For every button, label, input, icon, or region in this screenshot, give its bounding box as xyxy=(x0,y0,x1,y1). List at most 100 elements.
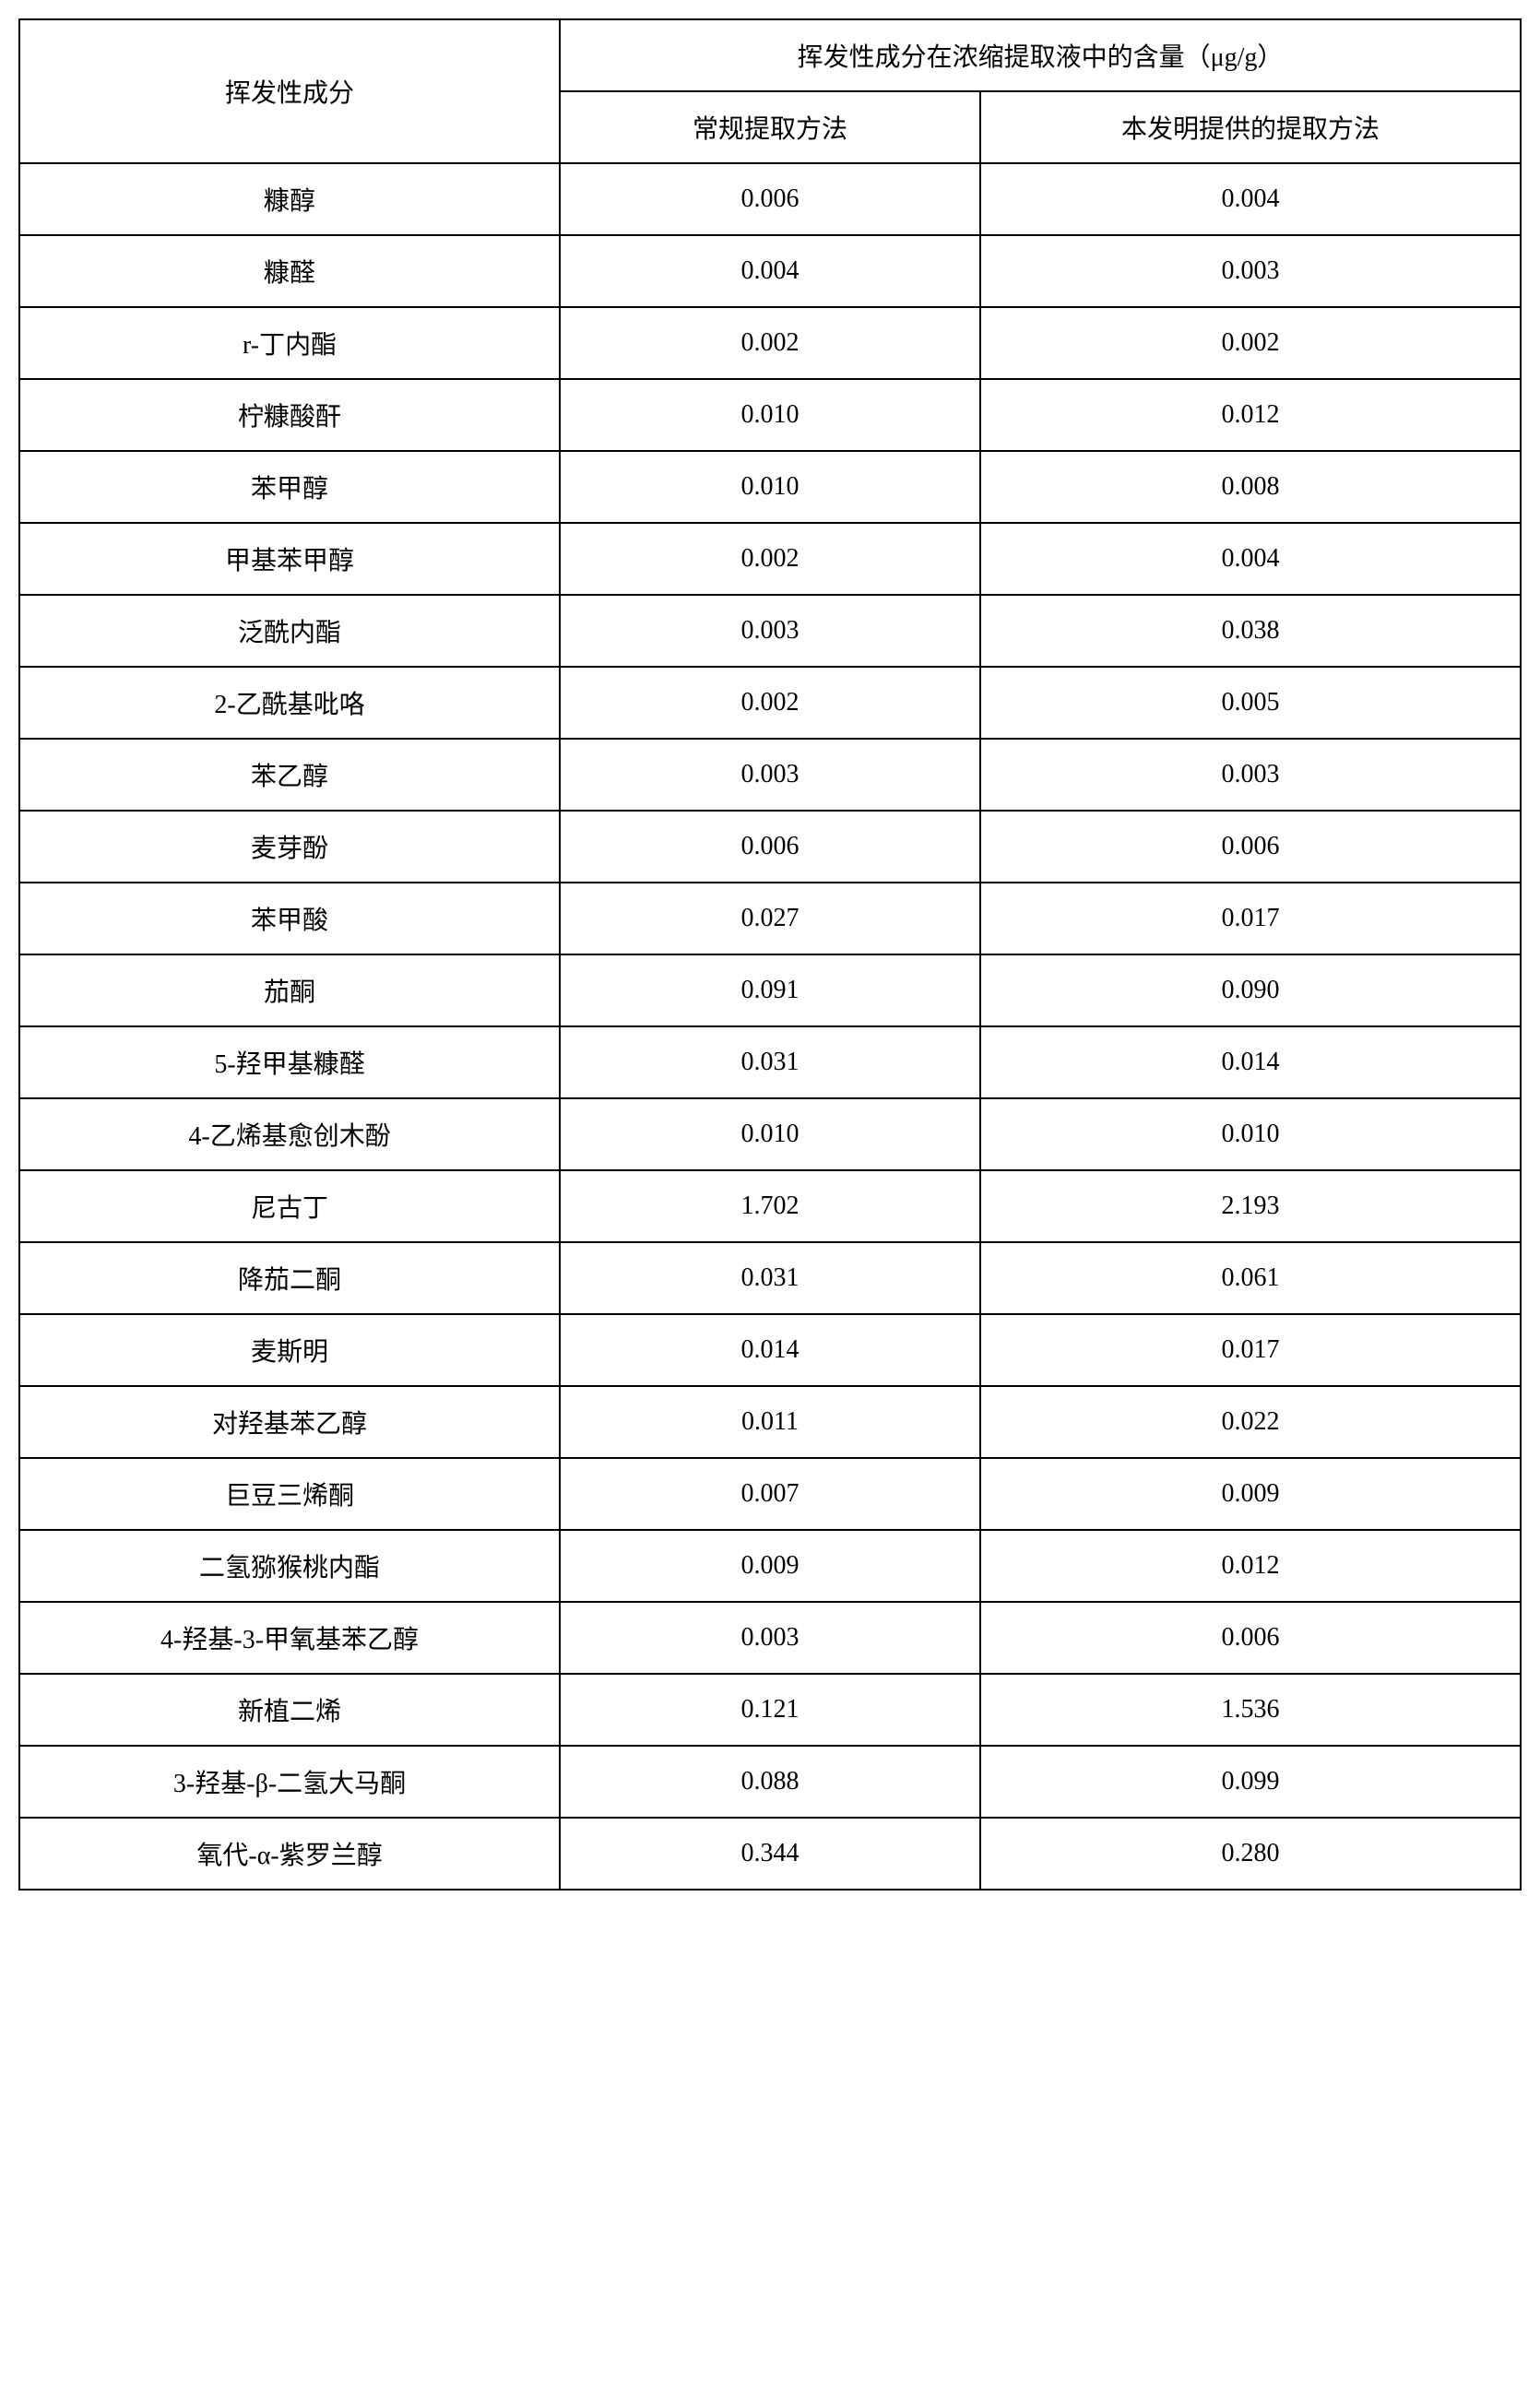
table-row: 尼古丁1.7022.193 xyxy=(19,1170,1521,1242)
cell-method2-value: 0.061 xyxy=(980,1242,1521,1314)
table-row: 泛酰内酯0.0030.038 xyxy=(19,595,1521,667)
cell-method1-value: 0.002 xyxy=(560,523,980,595)
cell-method1-value: 0.031 xyxy=(560,1242,980,1314)
cell-method2-value: 2.193 xyxy=(980,1170,1521,1242)
cell-component-name: 糠醇 xyxy=(19,163,560,235)
table-row: 麦芽酚0.0060.006 xyxy=(19,811,1521,883)
table-row: 新植二烯0.1211.536 xyxy=(19,1674,1521,1746)
cell-component-name: 茄酮 xyxy=(19,954,560,1026)
cell-method2-value: 0.038 xyxy=(980,595,1521,667)
cell-component-name: 4-羟基-3-甲氧基苯乙醇 xyxy=(19,1602,560,1674)
cell-method2-value: 0.004 xyxy=(980,523,1521,595)
cell-method2-value: 0.006 xyxy=(980,1602,1521,1674)
cell-component-name: 泛酰内酯 xyxy=(19,595,560,667)
table-body: 糠醇0.0060.004糠醛0.0040.003r-丁内酯0.0020.002柠… xyxy=(19,163,1521,1890)
table-row: 甲基苯甲醇0.0020.004 xyxy=(19,523,1521,595)
cell-component-name: 4-乙烯基愈创木酚 xyxy=(19,1098,560,1170)
table-row: 5-羟甲基糠醛0.0310.014 xyxy=(19,1026,1521,1098)
table-row: 对羟基苯乙醇0.0110.022 xyxy=(19,1386,1521,1458)
cell-method1-value: 0.007 xyxy=(560,1458,980,1530)
cell-method2-value: 0.002 xyxy=(980,307,1521,379)
table-row: 苯甲酸0.0270.017 xyxy=(19,883,1521,954)
cell-component-name: 新植二烯 xyxy=(19,1674,560,1746)
table-row: 柠糠酸酐0.0100.012 xyxy=(19,379,1521,451)
cell-method1-value: 0.027 xyxy=(560,883,980,954)
cell-component-name: 巨豆三烯酮 xyxy=(19,1458,560,1530)
cell-method1-value: 0.010 xyxy=(560,379,980,451)
table-row: 茄酮0.0910.090 xyxy=(19,954,1521,1026)
cell-method2-value: 0.280 xyxy=(980,1818,1521,1890)
header-method1: 常规提取方法 xyxy=(560,91,980,163)
cell-method2-value: 0.014 xyxy=(980,1026,1521,1098)
cell-method1-value: 0.009 xyxy=(560,1530,980,1602)
table-row: 氧代-α-紫罗兰醇0.3440.280 xyxy=(19,1818,1521,1890)
volatile-components-table: 挥发性成分 挥发性成分在浓缩提取液中的含量（μg/g） 常规提取方法 本发明提供… xyxy=(18,18,1522,1890)
cell-component-name: 甲基苯甲醇 xyxy=(19,523,560,595)
cell-component-name: 3-羟基-β-二氢大马酮 xyxy=(19,1746,560,1818)
cell-method1-value: 0.003 xyxy=(560,739,980,811)
cell-method1-value: 0.344 xyxy=(560,1818,980,1890)
cell-method1-value: 1.702 xyxy=(560,1170,980,1242)
cell-method1-value: 0.003 xyxy=(560,595,980,667)
header-content: 挥发性成分在浓缩提取液中的含量（μg/g） xyxy=(560,19,1521,91)
cell-method1-value: 0.004 xyxy=(560,235,980,307)
cell-method2-value: 0.005 xyxy=(980,667,1521,739)
table-row: 2-乙酰基吡咯0.0020.005 xyxy=(19,667,1521,739)
cell-method1-value: 0.002 xyxy=(560,667,980,739)
cell-component-name: 糠醛 xyxy=(19,235,560,307)
cell-method1-value: 0.011 xyxy=(560,1386,980,1458)
table-row: 苯甲醇0.0100.008 xyxy=(19,451,1521,523)
cell-method1-value: 0.006 xyxy=(560,163,980,235)
table-row: 巨豆三烯酮0.0070.009 xyxy=(19,1458,1521,1530)
cell-method2-value: 0.099 xyxy=(980,1746,1521,1818)
table-row: 糠醛0.0040.003 xyxy=(19,235,1521,307)
cell-method1-value: 0.010 xyxy=(560,451,980,523)
cell-method1-value: 0.010 xyxy=(560,1098,980,1170)
header-component: 挥发性成分 xyxy=(19,19,560,163)
cell-method2-value: 0.017 xyxy=(980,883,1521,954)
table-row: r-丁内酯0.0020.002 xyxy=(19,307,1521,379)
cell-component-name: 5-羟甲基糠醛 xyxy=(19,1026,560,1098)
cell-component-name: 苯甲酸 xyxy=(19,883,560,954)
cell-component-name: 麦斯明 xyxy=(19,1314,560,1386)
cell-method1-value: 0.002 xyxy=(560,307,980,379)
cell-component-name: 2-乙酰基吡咯 xyxy=(19,667,560,739)
cell-method1-value: 0.014 xyxy=(560,1314,980,1386)
cell-method2-value: 0.090 xyxy=(980,954,1521,1026)
cell-component-name: 柠糠酸酐 xyxy=(19,379,560,451)
cell-component-name: 麦芽酚 xyxy=(19,811,560,883)
cell-method1-value: 0.121 xyxy=(560,1674,980,1746)
cell-component-name: r-丁内酯 xyxy=(19,307,560,379)
table-row: 4-羟基-3-甲氧基苯乙醇0.0030.006 xyxy=(19,1602,1521,1674)
cell-method2-value: 0.010 xyxy=(980,1098,1521,1170)
cell-method1-value: 0.006 xyxy=(560,811,980,883)
cell-method2-value: 0.003 xyxy=(980,235,1521,307)
header-method2: 本发明提供的提取方法 xyxy=(980,91,1521,163)
cell-method2-value: 0.012 xyxy=(980,1530,1521,1602)
table-row: 3-羟基-β-二氢大马酮0.0880.099 xyxy=(19,1746,1521,1818)
cell-method1-value: 0.003 xyxy=(560,1602,980,1674)
table-row: 降茄二酮0.0310.061 xyxy=(19,1242,1521,1314)
table-row: 麦斯明0.0140.017 xyxy=(19,1314,1521,1386)
cell-method2-value: 0.006 xyxy=(980,811,1521,883)
cell-method2-value: 0.012 xyxy=(980,379,1521,451)
table-row: 二氢猕猴桃内酯0.0090.012 xyxy=(19,1530,1521,1602)
cell-method2-value: 0.009 xyxy=(980,1458,1521,1530)
cell-method2-value: 0.008 xyxy=(980,451,1521,523)
cell-component-name: 二氢猕猴桃内酯 xyxy=(19,1530,560,1602)
cell-component-name: 氧代-α-紫罗兰醇 xyxy=(19,1818,560,1890)
table-row: 4-乙烯基愈创木酚0.0100.010 xyxy=(19,1098,1521,1170)
cell-component-name: 苯乙醇 xyxy=(19,739,560,811)
cell-method2-value: 1.536 xyxy=(980,1674,1521,1746)
cell-method1-value: 0.091 xyxy=(560,954,980,1026)
cell-method1-value: 0.088 xyxy=(560,1746,980,1818)
cell-method2-value: 0.022 xyxy=(980,1386,1521,1458)
table-row: 苯乙醇0.0030.003 xyxy=(19,739,1521,811)
cell-component-name: 苯甲醇 xyxy=(19,451,560,523)
cell-component-name: 对羟基苯乙醇 xyxy=(19,1386,560,1458)
cell-component-name: 尼古丁 xyxy=(19,1170,560,1242)
table-row: 糠醇0.0060.004 xyxy=(19,163,1521,235)
cell-method2-value: 0.004 xyxy=(980,163,1521,235)
cell-method1-value: 0.031 xyxy=(560,1026,980,1098)
cell-method2-value: 0.003 xyxy=(980,739,1521,811)
